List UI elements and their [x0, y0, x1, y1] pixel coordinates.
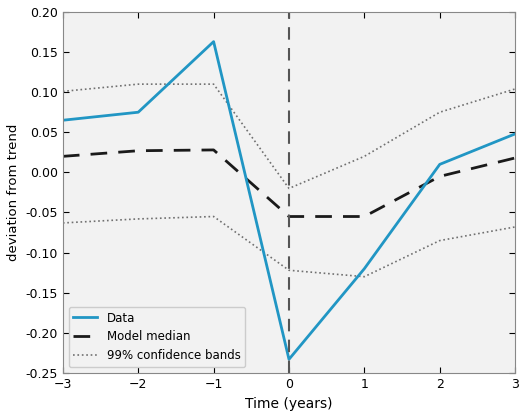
Data: [437, 162, 443, 167]
Y-axis label: deviation from trend: deviation from trend: [7, 124, 20, 261]
99% confidence bands: [210, 82, 217, 87]
Data: [135, 110, 141, 115]
99% confidence bands: [286, 186, 292, 191]
Data: [512, 131, 518, 136]
99% confidence bands: [437, 110, 443, 115]
Legend: Data, Model median, 99% confidence bands: Data, Model median, 99% confidence bands: [69, 307, 245, 367]
Line: 99% confidence bands: 99% confidence bands: [63, 84, 515, 189]
99% confidence bands: [361, 154, 368, 159]
Data: [60, 118, 66, 123]
Line: Model median: Model median: [63, 150, 515, 217]
99% confidence bands: [135, 82, 141, 87]
Model median: [361, 214, 368, 219]
X-axis label: Time (years): Time (years): [245, 397, 333, 411]
Model median: [437, 174, 443, 179]
Line: Data: Data: [63, 42, 515, 359]
Model median: [512, 155, 518, 161]
Data: [286, 357, 292, 362]
99% confidence bands: [512, 87, 518, 92]
Model median: [135, 148, 141, 153]
99% confidence bands: [60, 89, 66, 94]
Model median: [286, 214, 292, 219]
Model median: [210, 148, 217, 153]
Data: [210, 39, 217, 44]
Model median: [60, 154, 66, 159]
Data: [361, 266, 368, 271]
